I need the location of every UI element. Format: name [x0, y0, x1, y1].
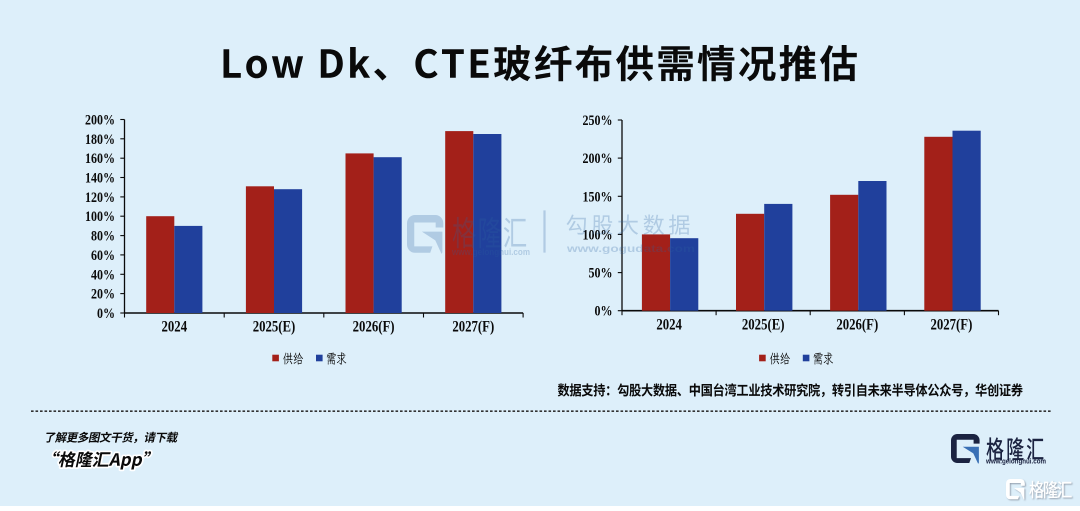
svg-text:0%: 0%	[97, 305, 115, 322]
svg-text:20%: 20%	[91, 285, 115, 302]
svg-text:2026(F): 2026(F)	[836, 316, 878, 334]
svg-text:50%: 50%	[589, 264, 613, 281]
svg-text:0%: 0%	[594, 302, 612, 319]
svg-text:40%: 40%	[91, 266, 115, 283]
svg-text:200%: 200%	[583, 150, 613, 167]
svg-text:100%: 100%	[583, 226, 613, 243]
svg-text:2027(F): 2027(F)	[930, 316, 972, 334]
svg-text:250%: 250%	[583, 112, 613, 129]
svg-text:100%: 100%	[85, 208, 115, 225]
svg-text:2025(E): 2025(E)	[742, 316, 785, 334]
svg-text:120%: 120%	[85, 189, 115, 206]
svg-text:www.gelonghui.com: www.gelonghui.com	[451, 247, 530, 257]
svg-text:www.gogudata.com: www.gogudata.com	[566, 243, 695, 255]
svg-text:2027(F): 2027(F)	[452, 318, 494, 336]
svg-text:2024: 2024	[656, 316, 682, 334]
svg-text:180%: 180%	[85, 131, 115, 148]
svg-text:2025(E): 2025(E)	[253, 318, 296, 336]
svg-text:160%: 160%	[85, 150, 115, 167]
svg-text:2026(F): 2026(F)	[353, 318, 395, 336]
svg-text:www.gelonghui.com: www.gelonghui.com	[985, 457, 1046, 466]
svg-text:140%: 140%	[85, 169, 115, 186]
svg-text:80%: 80%	[91, 227, 115, 244]
svg-text:60%: 60%	[91, 247, 115, 264]
svg-text:150%: 150%	[583, 188, 613, 205]
svg-text:2024: 2024	[162, 318, 188, 336]
svg-text:200%: 200%	[85, 111, 115, 128]
